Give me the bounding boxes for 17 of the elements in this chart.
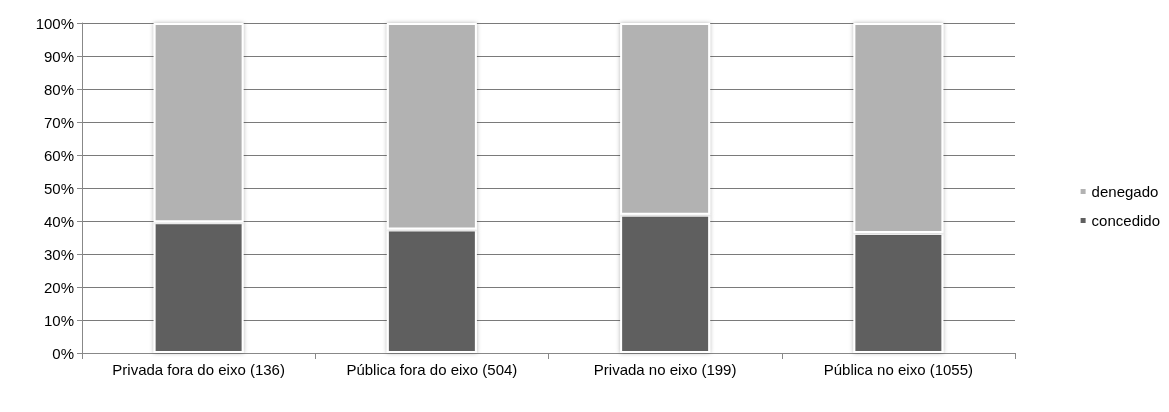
x-tick-label: Pública no eixo (1055): [823, 361, 974, 378]
y-tick-label: 70%: [43, 113, 74, 131]
y-tick-label: 40%: [43, 212, 74, 230]
x-tick-label: Pública fora do eixo (504): [346, 361, 518, 378]
legend-label: concedido: [1091, 212, 1160, 229]
y-tick-label: 60%: [43, 146, 74, 164]
y-tick-label: 0%: [52, 344, 74, 362]
y-tick-label: 10%: [43, 311, 74, 329]
x-tick-label: Privada fora do eixo (136): [112, 361, 285, 378]
y-tick-label: 30%: [43, 245, 74, 263]
y-tick-label: 50%: [43, 179, 74, 197]
x-tick-label: Privada no eixo (199): [593, 361, 737, 378]
legend-label: denegado: [1091, 183, 1159, 200]
y-tick-label: 90%: [43, 47, 74, 65]
y-tick-label: 100%: [35, 14, 74, 32]
y-tick-label: 80%: [43, 80, 74, 98]
y-tick-label: 20%: [43, 278, 74, 296]
